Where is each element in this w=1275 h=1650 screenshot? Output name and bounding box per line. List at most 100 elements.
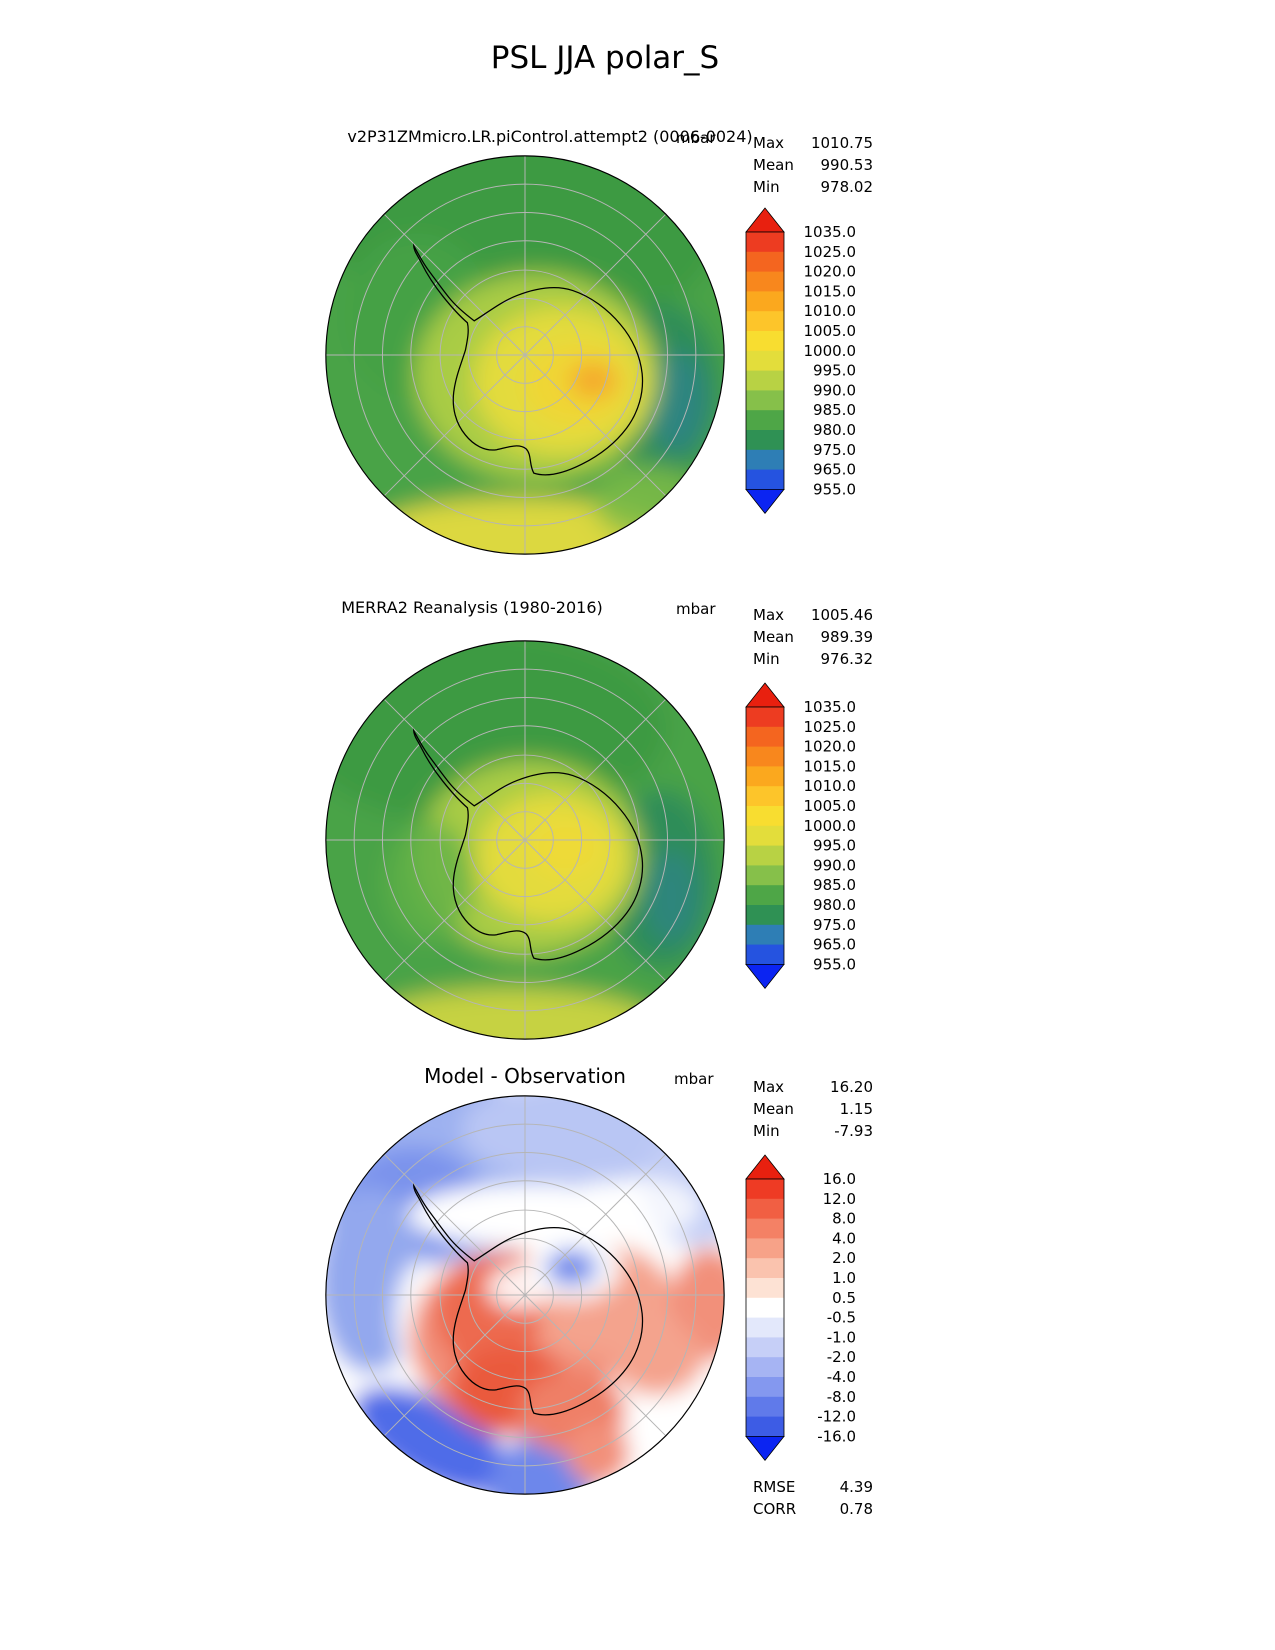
- colorbar-tick-label: 16.0: [823, 1170, 856, 1188]
- colorbar-tick-label: 1015.0: [804, 757, 857, 775]
- colorbar-segment: [746, 1317, 784, 1338]
- stat-row-mean: Mean 990.53: [753, 154, 873, 176]
- panel-diff-units-label: mbar: [674, 1070, 714, 1088]
- stat-corr-label: CORR: [753, 1500, 797, 1518]
- colorbar-tick-label: 1025.0: [804, 718, 857, 736]
- colorbar-tick-label: 1025.0: [804, 243, 857, 261]
- stat-max-value: 1005.46: [810, 606, 873, 624]
- stat-mean-value: 990.53: [820, 156, 874, 174]
- stat-row-mean: Mean 989.39: [753, 626, 873, 648]
- colorbar-segment: [746, 271, 784, 292]
- stat-row-corr: CORR 0.78: [753, 1498, 873, 1520]
- colorbar-over-arrow: [745, 207, 785, 233]
- colorbar-under-arrow: [745, 1436, 785, 1462]
- stat-row-mean: Mean 1.15: [753, 1098, 873, 1120]
- colorbar-segment: [746, 1297, 784, 1319]
- colorbar-segment: [746, 746, 784, 767]
- stat-min-value: 978.02: [820, 178, 874, 196]
- colorbar-tick-label: -1.0: [827, 1328, 856, 1346]
- colorbar-segment: [746, 331, 784, 352]
- stat-row-max: Max 1010.75: [753, 132, 873, 154]
- colorbar-tick-label: 2.0: [832, 1249, 856, 1267]
- colorbar-segment: [746, 825, 784, 847]
- colorbar-segment: [746, 1377, 784, 1398]
- colorbar-segment: [746, 726, 784, 748]
- colorbar-segment: [746, 786, 784, 807]
- colorbar-tick-label: 4.0: [832, 1229, 856, 1247]
- colorbar-segment: [746, 390, 784, 411]
- stat-row-max: Max 1005.46: [753, 604, 873, 626]
- colorbar-segment: [746, 1396, 784, 1418]
- colorbar-segment: [746, 707, 784, 728]
- colorbar-segment: [746, 291, 784, 312]
- colorbar-tick-label: 1020.0: [804, 738, 857, 756]
- colorbar-tick-label: 985.0: [813, 401, 856, 419]
- page-title: PSL JJA polar_S: [490, 40, 720, 76]
- stat-max-value: 16.20: [830, 1078, 873, 1096]
- colorbar-tick-label: 955.0: [813, 955, 856, 973]
- stat-rmse-value: 4.39: [839, 1478, 873, 1496]
- colorbar-tick-label: -4.0: [827, 1368, 856, 1386]
- colorbar-tick-label: 1010.0: [804, 302, 857, 320]
- colorbar-tick-label: 1035.0: [804, 223, 857, 241]
- stat-mean-label: Mean: [753, 628, 794, 646]
- panel-diff-stats: Max 16.20 Mean 1.15 Min -7.93: [753, 1076, 873, 1142]
- colorbar-diff: 16.0 12.0 8.04.0 2.0 1.0 0.5 -0.5-1.0 -2.0 -4.0 -…: [745, 1154, 856, 1462]
- colorbar-segment: [746, 311, 784, 332]
- colorbar-segment: [746, 1258, 784, 1279]
- colorbar-segment: [746, 845, 784, 866]
- stat-row-rmse: RMSE 4.39: [753, 1476, 873, 1498]
- colorbar-segment: [746, 350, 784, 372]
- stat-max-label: Max: [753, 606, 785, 624]
- colorbar-tick-label: 12.0: [823, 1190, 856, 1208]
- colorbar-tick-label: 995.0: [813, 362, 856, 380]
- polar-map-obs: [325, 640, 725, 1040]
- colorbar-over-arrow: [745, 682, 785, 708]
- colorbar-tick-label: 975.0: [813, 916, 856, 934]
- stat-rmse-label: RMSE: [753, 1478, 796, 1496]
- colorbar-segment: [746, 410, 784, 431]
- stat-row-max: Max 16.20: [753, 1076, 873, 1098]
- colorbar-segment: [746, 430, 784, 451]
- colorbar-tick-label: 1005.0: [804, 322, 857, 340]
- colorbar-tick-label: -2.0: [827, 1348, 856, 1366]
- colorbar-segment: [746, 905, 784, 926]
- panel-obs-stats: Max 1005.46 Mean 989.39 Min 976.32: [753, 604, 873, 670]
- stat-mean-label: Mean: [753, 156, 794, 174]
- colorbar-tick-label: 995.0: [813, 837, 856, 855]
- stat-max-label: Max: [753, 1078, 785, 1096]
- colorbar-segment: [746, 1416, 784, 1437]
- stat-min-value: -7.93: [834, 1122, 873, 1140]
- colorbar-tick-label: 980.0: [813, 896, 856, 914]
- stat-min-label: Min: [753, 1122, 780, 1140]
- stat-mean-label: Mean: [753, 1100, 794, 1118]
- panel-diff-title: Model - Observation: [424, 1064, 626, 1088]
- graticule: [325, 1095, 725, 1495]
- colorbar-under-arrow: [745, 489, 785, 515]
- colorbar-segment: [746, 251, 784, 273]
- graticule: [325, 155, 725, 555]
- colorbar-tick-label: -8.0: [827, 1388, 856, 1406]
- stat-min-value: 976.32: [820, 650, 874, 668]
- stat-mean-value: 1.15: [839, 1100, 873, 1118]
- map-boundary: [325, 1095, 725, 1495]
- colorbar-tick-label: 965.0: [813, 936, 856, 954]
- colorbar-tick-label: 1000.0: [804, 342, 857, 360]
- colorbar-under-arrow: [745, 964, 785, 990]
- colorbar-segment: [746, 944, 784, 965]
- graticule: [325, 640, 725, 1040]
- colorbar-segment: [746, 1337, 784, 1358]
- stat-min-label: Min: [753, 178, 780, 196]
- colorbar-tick-label: 1015.0: [804, 282, 857, 300]
- colorbar-tick-label: 8.0: [832, 1210, 856, 1228]
- colorbar-tick-label: 1010.0: [804, 777, 857, 795]
- panel-model-title: v2P31ZMmicro.LR.piControl.attempt2 (0006…: [347, 127, 753, 146]
- stat-mean-value: 989.39: [820, 628, 874, 646]
- colorbar-tick-label: 1035.0: [804, 698, 857, 716]
- colorbar-segment: [746, 232, 784, 253]
- stat-max-label: Max: [753, 134, 785, 152]
- colorbar-segment: [746, 1238, 784, 1259]
